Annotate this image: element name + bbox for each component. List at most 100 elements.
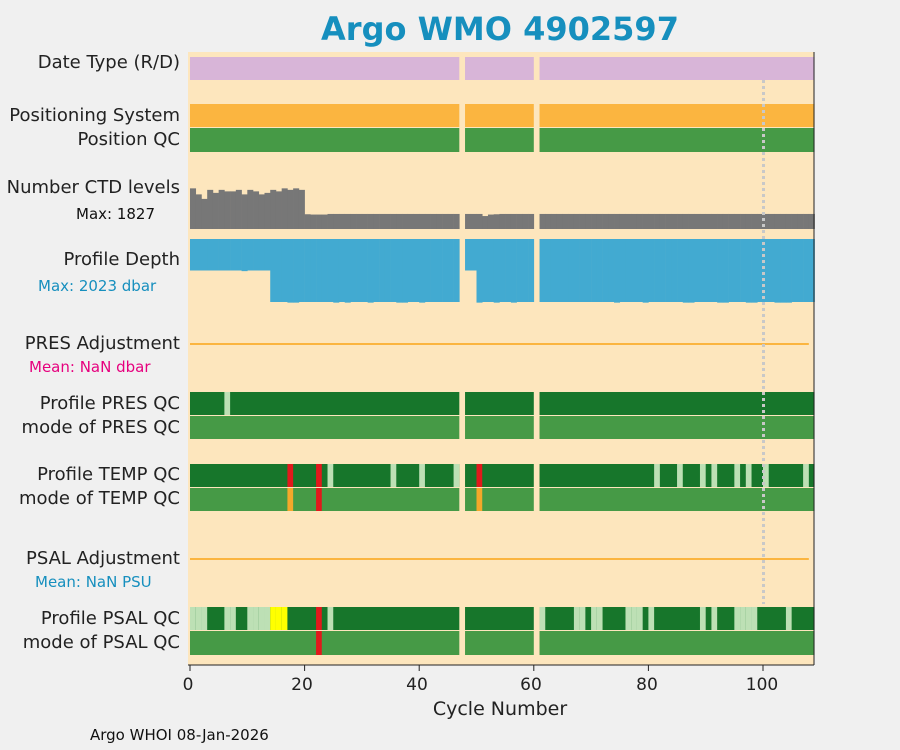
ctd-level-bar [384,213,391,229]
profile-temp-qc-bad [287,464,294,487]
ctd-level-bar [625,213,632,229]
profile-psal-qc-pale [247,607,254,630]
position-qc-bar [539,128,815,152]
ctd-level-bar [522,213,529,229]
profile-psal-qc-pale [190,607,196,630]
ctd-level-bar [195,194,202,229]
profile-depth-bar [327,239,334,302]
ctd-level-bar [591,213,598,229]
profile-depth-bar [430,239,437,302]
mode-pres-qc-bar [190,416,460,439]
profile-psal-qc-pale [631,607,637,630]
ctd-level-bar [402,213,409,229]
ctd-level-bar [734,213,741,229]
depth-max-text: Max: 2023 dbar [38,277,157,295]
profile-depth-bar [803,239,810,302]
ctd-level-bar [338,213,346,229]
ctd-level-bar [585,213,592,229]
ctd-level-bar [659,213,666,229]
ctd-level-bar [545,213,552,229]
ctd-level-bar [631,213,638,229]
profile-depth-bar [224,239,231,271]
ctd-level-bar [304,214,311,229]
profile-depth-bar [321,239,328,302]
profile-depth-bar [373,239,380,302]
profile-pres-qc-bar [539,392,815,415]
profile-depth-bar [333,239,340,303]
profile-depth-bar [568,239,575,302]
ctd-level-bar [321,214,328,229]
profile-depth-bar [493,239,500,303]
ctd-level-bar [493,214,500,229]
x-tick-label: 20 [291,675,313,695]
ctd-level-bar [803,213,810,229]
label-profile-depth: Profile Depth [63,249,180,270]
profile-depth-bar [338,239,346,302]
ctd-level-bar [379,213,386,229]
profile-depth-bar [413,239,420,302]
profile-psal-qc-pale [699,607,706,630]
profile-temp-qc-pale [711,464,718,487]
ctd-level-bar [682,213,689,229]
profile-psal-qc-bad [316,607,322,630]
profile-psal-qc-pale [734,607,741,630]
profile-depth-bar [550,239,558,302]
profile-depth-bar [344,239,351,303]
profile-psal-qc-pale [258,607,265,630]
profile-depth-bar [436,239,443,302]
ctd-level-bar [568,213,575,229]
profile-psal-qc-pale [539,607,546,630]
profile-psal-qc-pale [224,607,231,630]
ctd-level-bar [487,214,494,229]
profile-psal-qc-bar [465,607,534,630]
mode-psal-qc-bad [316,631,322,655]
ctd-level-bar [235,189,242,229]
ctd-level-bar [390,213,397,229]
ctd-level-bar [728,213,735,229]
label-positioning-system: Positioning System [9,105,180,126]
profile-temp-qc-bar [190,464,460,487]
profile-depth-bar [218,239,225,271]
profile-depth-bar [522,239,529,302]
mode-temp-qc-bad [316,488,322,511]
label-date-type: Date Type (R/D) [37,52,180,73]
ctd-level-bar [717,213,724,229]
ctd-level-bar [751,213,758,229]
plot-panel [188,52,814,665]
ctd-level-bar [476,213,483,229]
profile-depth-bar [614,239,621,303]
profile-depth-bar [768,239,775,302]
profile-depth-bar [419,239,426,303]
mode-psal-qc-bar [539,631,815,655]
x-tick-label: 60 [520,675,542,695]
profile-depth-bar [424,239,431,302]
profile-psal-qc-pale [785,607,792,630]
profile-depth-bar [631,239,638,302]
profile-depth-bar [207,239,214,271]
ctd-level-bar [797,213,804,229]
ctd-level-bar [780,213,787,229]
ctd-level-bar [636,213,643,229]
profile-temp-qc-pale [803,464,809,487]
profile-depth-bar [402,239,409,303]
ctd-level-bar [224,191,231,229]
ctd-level-bar [602,213,609,229]
label-ctd-levels: Number CTD levels [6,177,180,198]
label-profile-pres-qc: Profile PRES QC [39,393,180,414]
ctd-level-bar [190,188,197,229]
chart-title: Argo WMO 4902597 [321,10,679,48]
profile-psal-qc-pale [740,607,746,630]
profile-temp-qc-pale [419,464,425,487]
profile-depth-bar [201,239,208,271]
ctd-level-bar [333,213,340,229]
profile-depth-bar [465,239,472,271]
ctd-level-bar [356,213,363,229]
profile-depth-bar [636,239,643,302]
profile-temp-qc-bad [476,464,483,487]
ctd-level-bar [596,213,603,229]
date-type-bar [539,57,815,80]
profile-depth-bar [797,239,804,302]
profile-temp-qc-pale [390,464,397,487]
mode-psal-qc-bar [190,631,460,655]
mode-psal-qc-bar [465,631,534,655]
